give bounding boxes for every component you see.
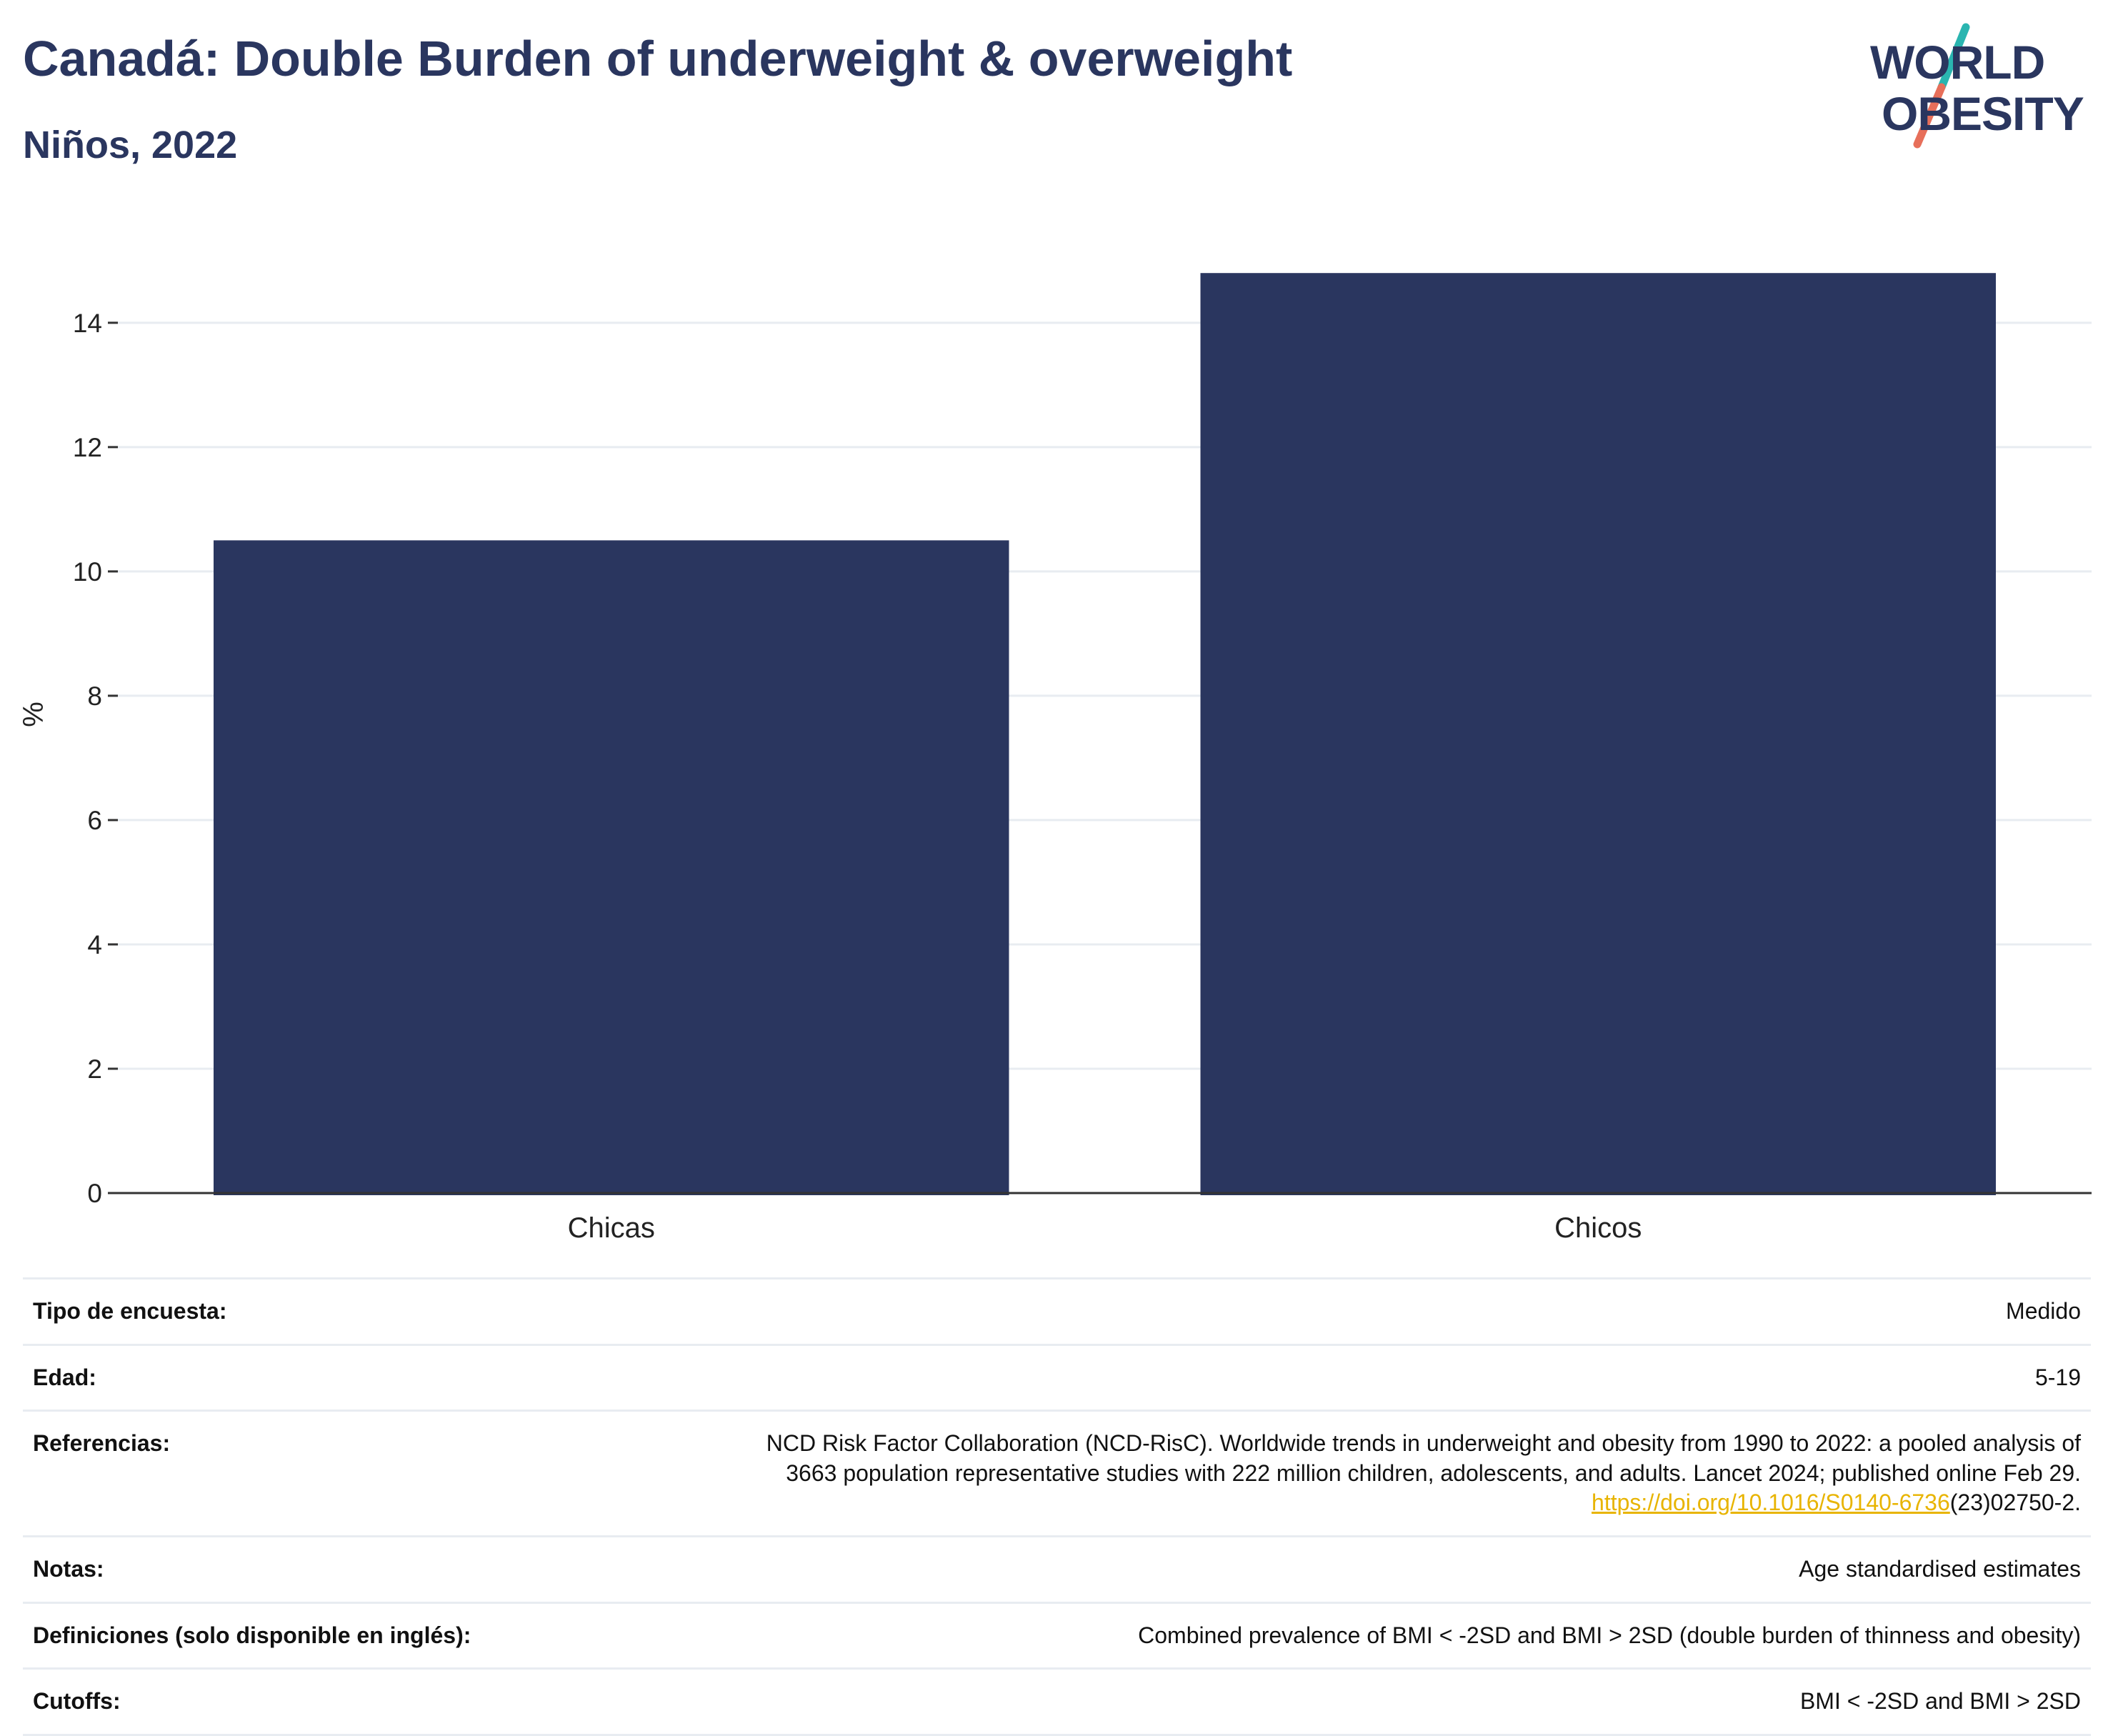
bar-chicas [214,540,1009,1195]
references-label: Referencias: [33,1430,171,1457]
y-tick-label: 0 [87,1179,102,1208]
metadata-row-survey-type: Tipo de encuesta: Medido [23,1278,2091,1345]
survey-type-label: Tipo de encuesta: [33,1298,227,1324]
age-value: 5-19 [2034,1364,2081,1390]
chart-subtitle: Niños, 2022 [23,124,238,166]
logo-slash-top [1937,23,1970,91]
y-tick-label: 2 [87,1054,102,1084]
cutoffs-label: Cutoffs: [33,1688,121,1715]
definitions-value: Combined prevalence of BMI < -2SD and BM… [1138,1622,2081,1648]
logo-line-obesity: OBESITY [1882,87,2084,140]
metadata-row-definitions: Definiciones (solo disponible en inglés)… [23,1602,2091,1669]
bar-chart: 0 2 4 6 8 10 12 14 Chicas Chicos % [18,273,2092,1244]
metadata-row-age: Edad: 5-19 [23,1345,2091,1411]
bars [214,273,1996,1196]
doi-suffix: (23)02750-2. [1949,1490,2081,1516]
x-tick-label: Chicas [568,1212,655,1244]
metadata-row-cutoffs: Cutoffs: BMI < -2SD and BMI > 2SD [23,1668,2091,1735]
age-label: Edad: [33,1364,96,1390]
metadata-row-notes: Notas: Age standardised estimates [23,1536,2091,1603]
references-value: NCD Risk Factor Collaboration (NCD-RisC)… [586,1411,2091,1537]
references-text-line2: 3663 population representative studies w… [786,1460,2081,1486]
metadata-row-references: Referencias: NCD Risk Factor Collaborati… [23,1410,2091,1537]
cutoffs-value: BMI < -2SD and BMI > 2SD [1799,1688,2081,1715]
definitions-label: Definiciones (solo disponible en inglés)… [33,1622,471,1648]
chart-title: Canadá: Double Burden of underweight & o… [23,31,1293,86]
notes-value: Age standardised estimates [1799,1555,2081,1582]
y-axis-label: % [18,702,49,727]
logo-line-world: WORLD [1870,36,2044,89]
metadata-table: Tipo de encuesta: Medido Edad: 5-19 Refe… [23,1277,2091,1736]
y-tick-label: 6 [87,806,102,835]
axes: 0 2 4 6 8 10 12 14 Chicas Chicos [73,309,2092,1244]
y-tick-label: 14 [73,309,102,338]
survey-type-value: Medido [2006,1298,2081,1324]
logo-slash-bottom [1913,83,1946,149]
y-tick-label: 4 [87,930,102,959]
x-tick-label: Chicos [1554,1212,1642,1244]
bar-chicos [1200,273,1996,1196]
world-obesity-logo: WORLD OBESITY [1870,23,2084,149]
references-text-line1: NCD Risk Factor Collaboration (NCD-RisC)… [766,1430,2081,1457]
y-tick-label: 12 [73,433,102,462]
notes-label: Notas: [33,1555,104,1582]
y-tick-label: 8 [87,682,102,711]
doi-link[interactable]: https://doi.org/10.1016/S0140-6736 [1592,1490,1950,1516]
y-tick-label: 10 [73,557,102,587]
